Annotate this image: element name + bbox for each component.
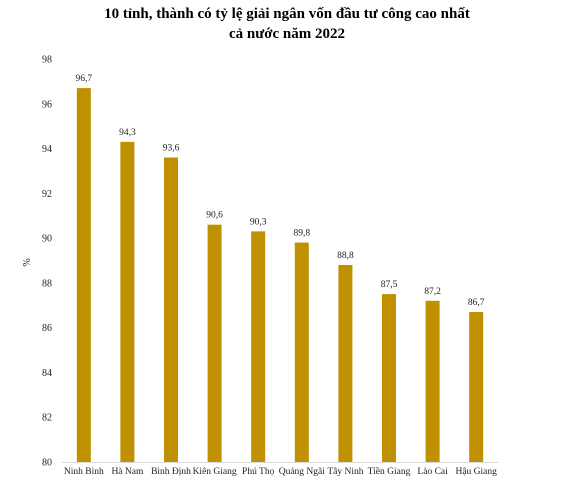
x-tick-label: Hậu Giang (455, 467, 497, 477)
bar-value-label: 88,8 (337, 251, 354, 261)
bar (251, 231, 266, 462)
bar-value-label: 89,8 (293, 229, 310, 239)
x-tick-label: Hà Nam (111, 467, 144, 477)
bar (76, 88, 91, 462)
x-tick-label: Bình Định (151, 467, 191, 477)
bar (207, 224, 222, 462)
y-tick-label: 98 (42, 55, 52, 66)
bar-value-label: 87,5 (381, 280, 398, 290)
bar (120, 141, 135, 463)
y-axis-label: % (22, 258, 33, 266)
chart-title-line-2: cả nước năm 2022 (228, 26, 346, 42)
bar-value-label: 90,6 (206, 211, 223, 221)
x-tick-label: Tiền Giang (368, 466, 411, 477)
bar (294, 242, 309, 462)
x-tick-label: Phú Thọ (242, 467, 275, 477)
bar-value-label: 94,3 (119, 128, 136, 138)
bar (425, 300, 440, 462)
y-tick-label: 88 (42, 278, 52, 289)
bar (338, 264, 353, 462)
y-tick-label: 82 (42, 413, 52, 424)
x-tick-label: Quảng Ngãi (279, 467, 326, 477)
x-tick-label: Tây Ninh (327, 467, 363, 477)
bar (164, 157, 178, 462)
bar (469, 311, 484, 462)
x-tick-label: Lào Cai (417, 467, 448, 477)
bar-value-label: 87,2 (424, 287, 441, 297)
bar-value-label: 93,6 (163, 144, 180, 154)
y-tick-label: 84 (42, 368, 52, 379)
bar-value-label: 96,7 (75, 74, 92, 84)
bar-value-label: 90,3 (250, 217, 267, 227)
y-tick-label: 92 (42, 189, 52, 200)
bar (382, 294, 396, 462)
y-tick-label: 86 (42, 323, 52, 334)
y-tick-label: 94 (42, 144, 52, 155)
x-tick-label: Kiên Giang (193, 467, 237, 477)
y-tick-label: 96 (42, 99, 52, 110)
bar-value-label: 86,7 (468, 298, 485, 308)
x-tick-label: Ninh Bình (64, 467, 104, 477)
y-tick-label: 80 (42, 458, 52, 469)
chart-title-line-1: 10 tỉnh, thành có tỷ lệ giải ngân vốn đầ… (104, 6, 470, 22)
y-tick-label: 90 (42, 234, 52, 245)
